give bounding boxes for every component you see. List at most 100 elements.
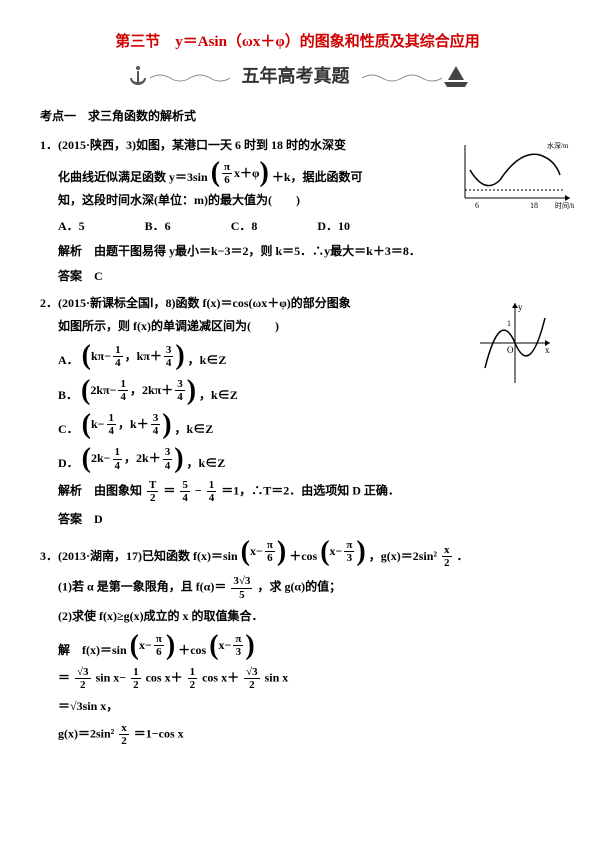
frac-num: 3 bbox=[164, 344, 174, 357]
topic-heading: 考点一 求三角函数的解析式 bbox=[40, 107, 555, 126]
wave-left-icon bbox=[150, 70, 230, 82]
q3-sub1: (1)若 α 是第一象限角，且 f(α)＝ 3√35 ，求 g(α)的值； bbox=[58, 575, 555, 600]
graph2-one: 1 bbox=[507, 319, 511, 328]
frac-den: 2 bbox=[442, 557, 452, 569]
frac-num: 1 bbox=[118, 378, 128, 391]
frac-num: 1 bbox=[188, 666, 198, 679]
graph2-ylabel: y bbox=[518, 302, 523, 312]
q3-l3b: ＝1−cos x bbox=[134, 727, 184, 741]
q3-hc: ＋cos bbox=[289, 549, 317, 563]
frac-den: 2 bbox=[78, 679, 88, 691]
frac-den: 4 bbox=[118, 391, 128, 403]
q3-lc: cos x＋ bbox=[146, 670, 183, 684]
frac-num: 3 bbox=[175, 378, 185, 391]
q3-le: sin x bbox=[265, 670, 289, 684]
q3-sl: 解 f(x)＝sin bbox=[58, 643, 127, 657]
graph1-ylabel: 水深/m bbox=[547, 141, 569, 150]
q3-sd: x− bbox=[219, 636, 232, 655]
q2-option-c: C． ( k− 14 ，k＋ 34 ) ，k∈Z bbox=[58, 411, 555, 439]
wave-right-icon bbox=[362, 70, 442, 82]
frac-num: 1 bbox=[107, 412, 117, 425]
q3-header: 3．(2013·湖南，17)已知函数 f(x)＝sin ( x− π6 ) ＋c… bbox=[40, 538, 555, 570]
q3-sol-line1: 解 f(x)＝sin ( x− π6 ) ＋cos ( x− π3 ) bbox=[58, 632, 555, 660]
q3-sub2: (2)求使 f(x)≥g(x)成立的 x 的取值集合． bbox=[58, 607, 555, 626]
q2d-tail: ，k∈Z bbox=[187, 456, 226, 470]
q2a-b: kπ− bbox=[91, 347, 111, 366]
frac-den: 2 bbox=[119, 735, 129, 747]
ship-icon bbox=[442, 64, 470, 88]
graph2-o: O bbox=[507, 345, 514, 355]
frac-num: √3 bbox=[75, 666, 91, 679]
frac-num: 1 bbox=[113, 446, 123, 459]
q3-sb: x− bbox=[139, 636, 152, 655]
q1-l2c: ＋k，据此函数可 bbox=[272, 170, 363, 184]
q2d-lbl: D． bbox=[58, 456, 79, 470]
graph2-xlabel: x bbox=[545, 345, 550, 355]
frac-num: x bbox=[442, 544, 452, 557]
frac-num: π bbox=[344, 539, 354, 552]
q2-explain: 解析 由图象知 T2 ＝ 54 − 14 ＝1，∴T＝2．由选项知 D 正确． bbox=[58, 479, 555, 504]
frac-num: π bbox=[154, 633, 164, 646]
q1-choice-b: B．6 bbox=[145, 217, 171, 236]
q2c-tail: ，k∈Z bbox=[175, 422, 214, 436]
q1-graph: 水深/m 时间/h 6 18 bbox=[455, 140, 575, 210]
frac-den: 4 bbox=[207, 492, 217, 504]
frac-den: 4 bbox=[164, 357, 174, 369]
frac-den: 6 bbox=[154, 646, 164, 658]
q1-l2b: x＋φ bbox=[234, 164, 260, 183]
q3-ha: 3．(2013·湖南，17)已知函数 f(x)＝sin bbox=[40, 549, 238, 563]
q2d-b: 2k− bbox=[91, 449, 111, 468]
q3-sol-line3: ＝√3sin x， bbox=[58, 697, 555, 716]
q2-exp-a: 解析 由图象知 bbox=[58, 484, 142, 498]
q2c-c: ，k＋ bbox=[118, 415, 149, 434]
frac-num: 5 bbox=[180, 479, 190, 492]
q2-exp-b: ＝1，∴T＝2．由选项知 D 正确． bbox=[221, 484, 400, 498]
q1-choice-d: D．10 bbox=[317, 217, 350, 236]
q1-choices: A．5 B．6 C．8 D．10 bbox=[58, 217, 555, 236]
frac-den: 2 bbox=[148, 492, 158, 504]
frac-den: 6 bbox=[222, 174, 232, 186]
frac-num: 3 bbox=[163, 446, 173, 459]
frac-den: 2 bbox=[188, 679, 198, 691]
q1-answer: 答案 C bbox=[58, 267, 555, 286]
frac-den: 2 bbox=[131, 679, 141, 691]
anchor-icon bbox=[126, 64, 150, 88]
q2c-lbl: C． bbox=[58, 422, 79, 436]
frac-den: 6 bbox=[265, 552, 275, 564]
q2-option-d: D． ( 2k− 14 ，2k＋ 34 ) ，k∈Z bbox=[58, 445, 555, 473]
frac-den: 4 bbox=[163, 460, 173, 472]
q2a-lbl: A． bbox=[58, 353, 79, 367]
q3-l3a: g(x)＝2sin² bbox=[58, 727, 114, 741]
q2b-c: ，2kπ＋ bbox=[130, 381, 173, 400]
frac-num: 1 bbox=[207, 479, 217, 492]
frac-den: 4 bbox=[113, 460, 123, 472]
frac-den: 3 bbox=[345, 552, 355, 564]
q3-sol-line4: g(x)＝2sin² x2 ＝1−cos x bbox=[58, 722, 555, 747]
frac-num: √3 bbox=[244, 666, 260, 679]
frac-num: T bbox=[147, 479, 158, 492]
q3-la: ＝ bbox=[58, 670, 70, 684]
q3-sc: ＋cos bbox=[178, 643, 206, 657]
q2a-c: ，kπ＋ bbox=[125, 347, 162, 366]
frac-num: x bbox=[119, 722, 129, 735]
frac-den: 3 bbox=[234, 646, 244, 658]
banner: 五年高考真题 bbox=[40, 62, 555, 91]
q2-graph: y x O 1 bbox=[475, 298, 555, 388]
q1-explain: 解析 由题干图易得 y最小＝k−3＝2，则 k＝5．∴y最大＝k＋3＝8． bbox=[58, 242, 555, 261]
question-3: 3．(2013·湖南，17)已知函数 f(x)＝sin ( x− π6 ) ＋c… bbox=[40, 538, 555, 748]
q2b-tail: ，k∈Z bbox=[199, 388, 238, 402]
frac-den: 2 bbox=[247, 679, 257, 691]
graph1-xlabel: 时间/h bbox=[555, 201, 575, 210]
q3-hb: x− bbox=[250, 542, 263, 561]
q3-s1b: ，求 g(α)的值； bbox=[257, 580, 341, 594]
q3-hf: ． bbox=[457, 549, 469, 563]
q1-l2a: 化曲线近似满足函数 y＝3sin bbox=[58, 170, 208, 184]
q3-he: ，g(x)＝2sin² bbox=[369, 549, 437, 563]
frac-num: 1 bbox=[131, 666, 141, 679]
frac-num: π bbox=[233, 633, 243, 646]
q2-answer: 答案 D bbox=[58, 510, 555, 529]
q3-lb: sin x− bbox=[96, 670, 127, 684]
banner-text: 五年高考真题 bbox=[230, 62, 362, 91]
page-title: 第三节 y＝Asin（ωx＋φ）的图象和性质及其综合应用 bbox=[40, 30, 555, 54]
frac-den: 4 bbox=[113, 357, 123, 369]
